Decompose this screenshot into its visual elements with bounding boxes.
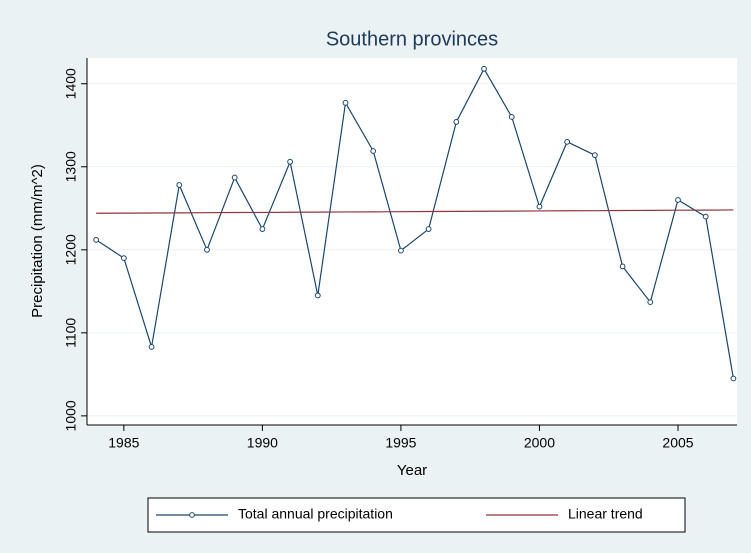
point [619,263,626,270]
point [176,182,183,188]
point [148,344,155,350]
x-axis-label: Year [397,462,427,479]
point [204,246,210,253]
point [536,203,543,210]
point [675,197,681,203]
legend-marker [189,512,195,518]
point [564,138,571,145]
chart-title: Southern provinces [326,28,498,50]
point [120,255,127,262]
y-tick-label: 1300 [63,151,79,182]
x-tick-label: 1985 [108,435,139,451]
point [398,247,404,254]
point [287,158,293,165]
point [342,99,349,106]
point [730,375,737,382]
y-axis-label: Precipitation (mm/m^2) [29,164,46,318]
point [425,226,432,232]
x-tick-label: 1995 [385,435,416,451]
legend-label: Linear trend [568,506,643,522]
y-tick-label: 1000 [63,400,79,431]
point [647,299,654,306]
point [481,65,487,72]
series-line [95,67,734,379]
x-tick-label: 2000 [524,435,555,451]
point [259,226,266,232]
y-tick-label: 1100 [63,318,79,348]
series-line [96,209,734,214]
point [370,148,377,154]
point [508,114,515,120]
legend-label: Total annual precipitation [238,506,393,522]
legend-box [147,497,686,533]
x-tick-label: 1990 [247,435,278,451]
point [591,152,598,159]
y-tick-label: 1400 [63,68,79,99]
point [702,213,709,220]
point [453,119,460,125]
point [93,236,100,243]
point [231,174,238,181]
point [314,292,321,299]
x-tick-label: 2005 [662,435,693,451]
y-tick-label: 1200 [63,234,79,265]
